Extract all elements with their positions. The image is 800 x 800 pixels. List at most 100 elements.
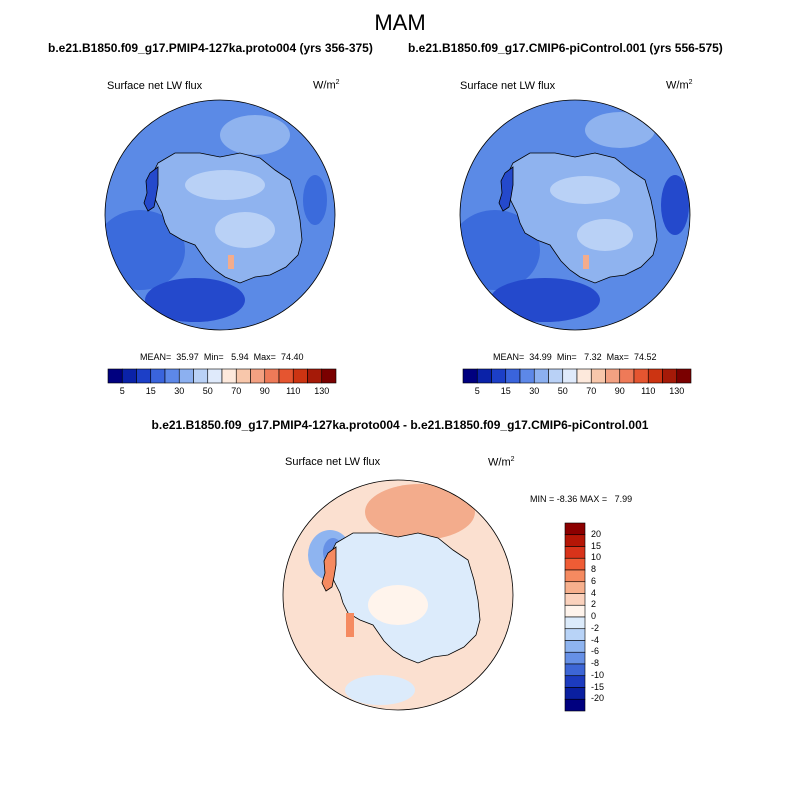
- colorbar-swatch: [564, 651, 586, 665]
- diff-region-blob: [345, 675, 415, 705]
- colorbar-tick-label: 30: [174, 386, 185, 396]
- colorbar-tick-label: -8: [591, 658, 600, 668]
- colorbar-swatch: [564, 593, 586, 606]
- colorbar-swatch: [548, 368, 564, 384]
- right-region-blob: [661, 175, 689, 235]
- colorbar-swatch: [564, 522, 586, 536]
- difference-title: b.e21.B1850.f09_g17.PMIP4-127ka.proto004…: [151, 418, 649, 432]
- right-region-blob: [490, 278, 600, 322]
- right-case-title: b.e21.B1850.f09_g17.CMIP6-piControl.001 …: [408, 41, 723, 55]
- colorbar-swatch: [491, 368, 507, 384]
- colorbar-swatch: [476, 368, 492, 384]
- colorbar-swatch: [676, 368, 692, 384]
- colorbar-swatch: [647, 368, 663, 384]
- colorbar-tick-label: 2: [591, 599, 597, 610]
- left-polar-map: [104, 99, 336, 331]
- colorbar-swatch: [505, 368, 521, 384]
- colorbar-tick-label: 30: [529, 386, 540, 396]
- right-region-blob: [585, 112, 655, 148]
- colorbar-swatch: [562, 368, 578, 384]
- colorbar-tick-label: 90: [614, 386, 625, 396]
- diff-polar-map: [282, 479, 514, 711]
- colorbar-swatch: [235, 368, 251, 384]
- colorbar-tick-label: 70: [231, 386, 242, 396]
- colorbar-swatch: [178, 368, 194, 384]
- colorbar-swatch: [564, 546, 586, 559]
- colorbar-swatch: [564, 604, 586, 618]
- colorbar-swatch: [164, 368, 180, 384]
- colorbar-swatch: [533, 368, 549, 384]
- season-title: MAM: [374, 10, 426, 35]
- right-polar-map: [459, 99, 691, 331]
- colorbar-tick-label: 4: [591, 587, 597, 598]
- left-region-blob: [303, 175, 327, 225]
- colorbar-tick-label: 110: [641, 386, 656, 396]
- diff-units: W/m2: [488, 456, 515, 469]
- colorbar-swatch: [193, 368, 209, 384]
- diff-minmax: MIN = -8.36 MAX = 7.99: [530, 494, 633, 504]
- colorbar-swatch: [662, 368, 678, 384]
- left-antarctica: [143, 152, 303, 284]
- colorbar-tick-label: 50: [557, 386, 568, 396]
- colorbar-tick-label: 15: [145, 386, 156, 396]
- right-colorbar: [462, 368, 692, 384]
- colorbar-swatch: [590, 368, 606, 384]
- colorbar-swatch: [564, 534, 586, 547]
- colorbar-tick-label: 8: [591, 564, 597, 574]
- colorbar-swatch: [278, 368, 294, 384]
- colorbar-swatch: [121, 368, 137, 384]
- left-colorbar: [107, 368, 337, 384]
- colorbar-swatch: [207, 368, 223, 384]
- colorbar-tick-label: 50: [202, 386, 213, 396]
- diff-colorbar: [564, 522, 586, 712]
- colorbar-swatch: [564, 663, 586, 677]
- colorbar-swatch: [564, 640, 586, 653]
- colorbar-tick-label: -6: [591, 646, 600, 657]
- colorbar-tick-label: 130: [669, 386, 685, 396]
- right-antarctica: [498, 152, 658, 284]
- colorbar-tick-label: -4: [591, 634, 600, 645]
- colorbar-swatch: [250, 368, 266, 384]
- colorbar-swatch: [321, 368, 337, 384]
- colorbar-swatch: [564, 628, 586, 641]
- colorbar-tick-label: 10: [591, 552, 602, 563]
- colorbar-swatch: [136, 368, 152, 384]
- diff-antarctica: [321, 532, 481, 664]
- colorbar-tick-label: 20: [591, 528, 602, 539]
- colorbar-swatch: [619, 368, 635, 384]
- colorbar-swatch: [292, 368, 308, 384]
- colorbar-swatch: [564, 616, 586, 630]
- colorbar-swatch: [462, 368, 478, 384]
- colorbar-tick-label: 130: [314, 386, 330, 396]
- colorbar-tick-label: 6: [591, 575, 597, 586]
- colorbar-tick-label: 15: [500, 386, 511, 396]
- colorbar-swatch: [307, 368, 323, 384]
- left-region-blob: [145, 278, 245, 322]
- colorbar-tick-label: 110: [286, 386, 301, 396]
- left-units: W/m2: [313, 79, 340, 92]
- left-variable-label: Surface net LW flux: [107, 80, 203, 92]
- colorbar-tick-label: 90: [259, 386, 270, 396]
- colorbar-swatch: [519, 368, 535, 384]
- left-region-blob: [220, 115, 290, 155]
- right-stats: MEAN= 34.99 Min= 7.32 Max= 74.52: [493, 352, 657, 362]
- colorbar-tick-label: -20: [591, 693, 605, 704]
- colorbar-swatch: [221, 368, 237, 384]
- colorbar-swatch: [107, 368, 123, 384]
- colorbar-swatch: [564, 581, 586, 594]
- colorbar-swatch: [576, 368, 592, 384]
- left-case-title: b.e21.B1850.f09_g17.PMIP4-127ka.proto004…: [48, 41, 373, 55]
- colorbar-swatch: [564, 698, 586, 712]
- colorbar-tick-label: 15: [591, 540, 602, 551]
- diff-variable-label: Surface net LW flux: [285, 456, 381, 468]
- right-variable-label: Surface net LW flux: [460, 80, 556, 92]
- colorbar-tick-label: 0: [591, 611, 597, 621]
- right-units: W/m2: [666, 79, 693, 92]
- colorbar-swatch: [264, 368, 280, 384]
- diff-region-blob: [365, 484, 475, 540]
- colorbar-swatch: [564, 687, 586, 700]
- colorbar-swatch: [564, 557, 586, 571]
- colorbar-tick-label: 5: [474, 386, 480, 396]
- colorbar-tick-label: 5: [119, 386, 125, 396]
- colorbar-swatch: [150, 368, 166, 384]
